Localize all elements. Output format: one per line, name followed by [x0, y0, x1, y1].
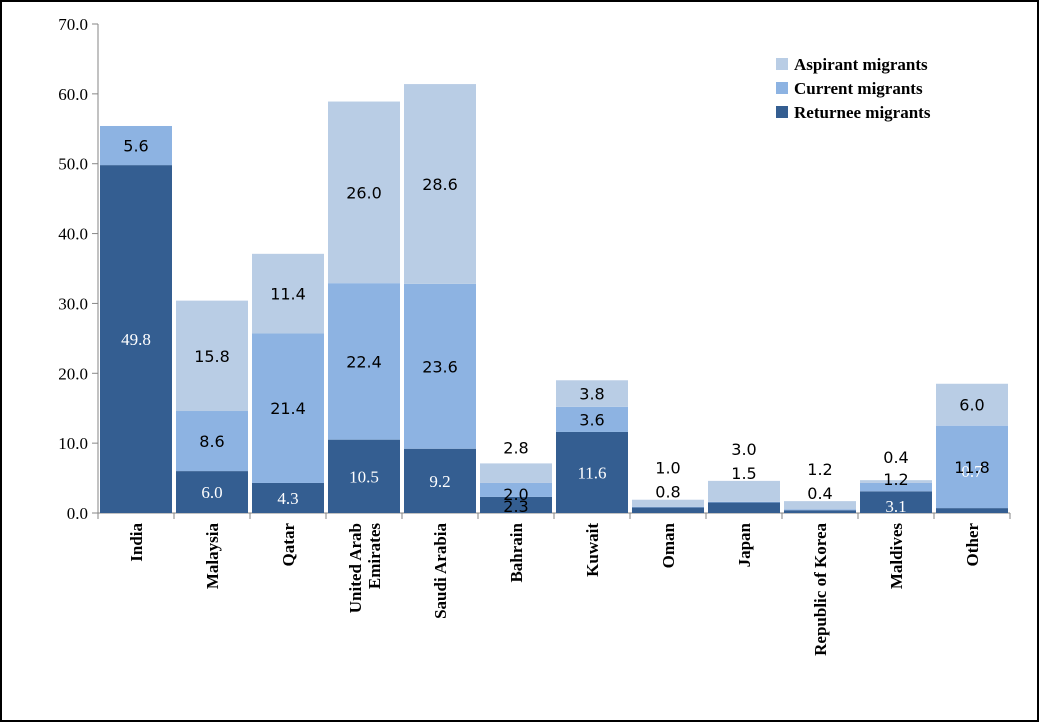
data-label: 6.0 — [201, 483, 222, 502]
data-label: 3.0 — [731, 440, 756, 459]
x-category-label: India — [127, 523, 146, 562]
bar-segment — [404, 448, 476, 513]
data-label: 11.4 — [270, 285, 306, 304]
bar-segment — [480, 463, 552, 483]
x-category-label: Other — [963, 523, 982, 567]
data-label: 1.0 — [655, 459, 680, 478]
bar-segment — [556, 380, 628, 407]
data-label: 0.4 — [883, 448, 908, 467]
bar-segment — [480, 482, 552, 497]
bar-segment — [936, 383, 1008, 426]
data-label: 10.5 — [349, 467, 379, 486]
bar-segment — [860, 480, 932, 483]
bar-segment — [708, 502, 780, 513]
bar-segment — [708, 501, 780, 503]
bar-segment — [556, 406, 628, 432]
bar-segment — [328, 439, 400, 513]
bar-segment — [252, 253, 324, 334]
data-label: 21.4 — [270, 399, 306, 418]
legend-swatch — [776, 82, 788, 94]
data-label: 11.8 — [954, 458, 990, 477]
data-label: 3.6 — [579, 410, 604, 429]
bar-segment — [328, 283, 400, 440]
bar-segment — [252, 482, 324, 513]
data-label: 15.8 — [194, 347, 230, 366]
legend-label: Aspirant migrants — [794, 55, 928, 74]
data-label: 1.2 — [807, 460, 832, 479]
data-label: 26.0 — [346, 183, 382, 202]
data-label: 28.6 — [422, 175, 458, 194]
x-category-label: Malaysia — [203, 523, 222, 590]
data-label: 1.5 — [731, 464, 756, 483]
data-label: 49.8 — [121, 330, 151, 349]
bar-segment — [176, 471, 248, 513]
data-label: 0.7 — [961, 462, 983, 481]
data-label: 5.6 — [123, 137, 148, 156]
bar-segment — [708, 480, 780, 502]
x-category-label: Saudi Arabia — [431, 523, 450, 619]
data-label: 3.8 — [579, 385, 604, 404]
bar-segment — [100, 165, 172, 513]
bar-segment — [784, 501, 856, 510]
x-category-label: Maldives — [887, 523, 906, 589]
x-category-label: United ArabEmirates — [346, 523, 384, 614]
data-label: 3.1 — [885, 497, 906, 516]
bar-segment — [252, 333, 324, 483]
data-label: 0.8 — [655, 483, 680, 502]
legend-swatch — [776, 106, 788, 118]
x-category-label: Qatar — [279, 523, 298, 567]
y-tick-label: 30.0 — [58, 294, 88, 313]
bar-segment — [936, 508, 1008, 513]
data-label: 9.2 — [429, 472, 450, 491]
data-label: 0.4 — [807, 484, 832, 503]
bar-segment — [632, 499, 704, 507]
data-label: 1.2 — [883, 470, 908, 489]
bar-segment — [176, 411, 248, 472]
bar-segment — [632, 506, 704, 508]
y-tick-label: 10.0 — [58, 434, 88, 453]
legend-label: Returnee migrants — [794, 103, 931, 122]
bar-segment — [860, 491, 932, 513]
data-label: 6.0 — [959, 396, 984, 415]
bar-segment — [404, 84, 476, 284]
bar-segment — [860, 482, 932, 492]
data-label: 4.3 — [277, 489, 298, 508]
data-label: 23.6 — [422, 357, 458, 376]
bar-segment — [100, 125, 172, 166]
data-label: 2.0 — [503, 485, 528, 504]
legend-label: Current migrants — [794, 79, 923, 98]
bar-segment — [556, 431, 628, 513]
bar-segment — [632, 507, 704, 513]
y-tick-label: 40.0 — [58, 225, 88, 244]
bar-segment — [404, 283, 476, 449]
data-label: 2.3 — [503, 497, 528, 516]
x-category-label: Bahrain — [507, 522, 526, 582]
y-tick-label: 50.0 — [58, 155, 88, 174]
bar-segment — [784, 509, 856, 511]
bar-segment — [480, 496, 552, 513]
x-category-label: Japan — [735, 522, 754, 567]
bar-segment — [936, 425, 1008, 509]
bar-segment — [784, 510, 856, 513]
y-tick-label: 0.0 — [67, 504, 88, 523]
x-category-label: Kuwait — [583, 523, 602, 577]
legend-swatch — [776, 58, 788, 70]
x-category-label: Republic of Korea — [811, 523, 830, 656]
data-label: 2.8 — [503, 438, 528, 457]
data-label: 22.4 — [346, 352, 382, 371]
bar-segment — [176, 300, 248, 412]
y-tick-label: 20.0 — [58, 364, 88, 383]
bar-segment — [328, 101, 400, 284]
x-category-label: Oman — [659, 522, 678, 568]
y-tick-label: 60.0 — [58, 85, 88, 104]
data-label: 11.6 — [577, 463, 606, 482]
y-tick-label: 70.0 — [58, 15, 88, 34]
data-label: 8.6 — [199, 432, 224, 451]
